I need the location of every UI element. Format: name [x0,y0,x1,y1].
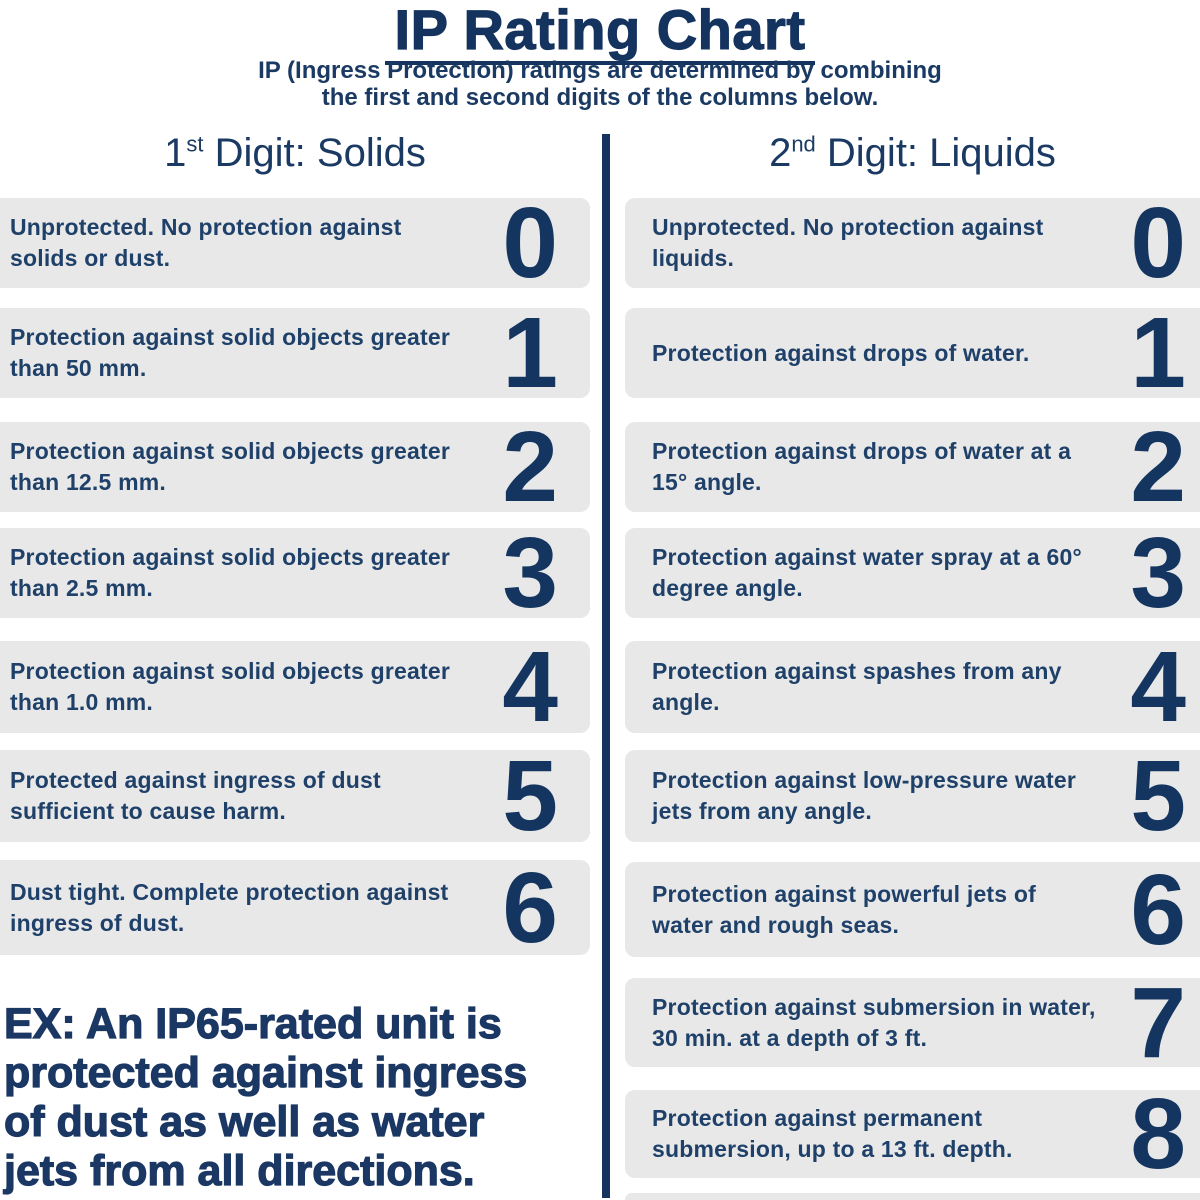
rating-description: Protection against solid objects greater… [10,658,450,715]
rating-digit: 6 [1130,853,1186,966]
rating-row-liquids-1: Protection against drops of water. 1 [625,297,1200,409]
rating-row-solids-4: Protection against solid objects greater… [0,631,590,743]
cutoff-row-strip [625,1193,1200,1200]
column-header-liquids: 2nd Digit: Liquids [625,131,1200,175]
subtitle-line-2: the first and second digits of the colum… [321,84,879,111]
rating-digit: 2 [502,411,558,523]
rating-description: Protection against drops of water. [652,339,1030,366]
rating-digit: 4 [1130,631,1186,743]
rating-row-liquids-8: Protection against permanent submersion,… [625,1078,1200,1190]
rating-row-liquids-0: Unprotected. No protection against liqui… [625,187,1200,299]
rating-digit: 4 [502,631,558,743]
page-title: IP Rating Chart [384,0,816,65]
example-line-3: of dust as well as water [3,1097,485,1146]
rating-digit: 7 [1130,966,1186,1079]
rating-description: Protection against permanent submersion,… [652,1105,1013,1162]
rating-digit: 0 [1130,187,1186,299]
rating-digit: 5 [1130,740,1186,852]
rating-row-liquids-5: Protection against low-pressure water je… [625,740,1200,852]
rating-description: Dust tight. Complete protection against … [10,878,449,936]
rating-description: Unprotected. No protection against liqui… [652,214,1044,271]
rating-description: Protection against powerful jets of wate… [652,880,1036,938]
rating-description: Protection against solid objects greater… [10,324,450,381]
rating-row-liquids-3: Protection against water spray at a 60° … [625,517,1200,629]
header-label: Digit: Liquids [815,131,1056,175]
rating-row-solids-5: Protected against ingress of dust suffic… [0,740,590,852]
rating-row-solids-1: Protection against solid objects greater… [0,297,590,409]
header-ordinal: 2 [769,131,792,175]
rating-description: Protected against ingress of dust suffic… [10,767,381,824]
column-header-solids: 1st Digit: Solids [0,131,590,175]
rating-row-liquids-2: Protection against drops of water at a 1… [625,411,1200,523]
rating-description: Protection against drops of water at a 1… [652,438,1072,495]
example-line-4: jets from all directions. [3,1146,475,1195]
header-ordinal-suffix: nd [791,131,816,157]
header-ordinal-suffix: st [186,131,204,157]
rating-row-solids-6: Dust tight. Complete protection against … [0,851,590,964]
rating-digit: 1 [1130,297,1186,409]
column-divider [602,134,610,1198]
rating-row-liquids-4: Protection against spashes from any angl… [625,631,1200,743]
example-line-1: EX: An IP65-rated unit is [3,999,502,1048]
rating-digit: 3 [502,517,558,629]
rating-digit: 8 [1130,1078,1186,1190]
rating-description: Protection against spashes from any angl… [652,658,1062,715]
rating-row-solids-2: Protection against solid objects greater… [0,411,590,523]
rating-row-solids-3: Protection against solid objects greater… [0,517,590,629]
rating-digit: 0 [502,187,558,299]
subtitle-line-1: IP (Ingress Protection) ratings are dete… [258,57,942,84]
rating-row-liquids-7: Protection against submersion in water, … [625,966,1200,1079]
rating-digit: 2 [1130,411,1186,523]
example-text: EX: An IP65-rated unit is protected agai… [3,999,604,1196]
rating-description: Protection against low-pressure water je… [652,767,1077,824]
rating-row-solids-0: Unprotected. No protection against solid… [0,187,590,299]
rating-description: Protection against submersion in water, … [652,993,1096,1051]
header-ordinal: 1 [164,131,187,175]
page-subtitle: IP (Ingress Protection) ratings are dete… [0,57,1200,111]
rating-description: Unprotected. No protection against solid… [10,214,402,271]
rating-row-liquids-6: Protection against powerful jets of wate… [625,853,1200,966]
example-line-2: protected against ingress [3,1048,528,1097]
rating-digit: 1 [502,297,558,409]
rating-digit: 3 [1130,517,1186,629]
rating-description: Protection against solid objects greater… [10,438,450,495]
rating-digit: 5 [502,740,558,852]
rating-description: Protection against water spray at a 60° … [652,544,1082,601]
rating-digit: 6 [502,851,558,964]
rating-description: Protection against solid objects greater… [10,544,450,601]
header-label: Digit: Solids [203,131,426,175]
